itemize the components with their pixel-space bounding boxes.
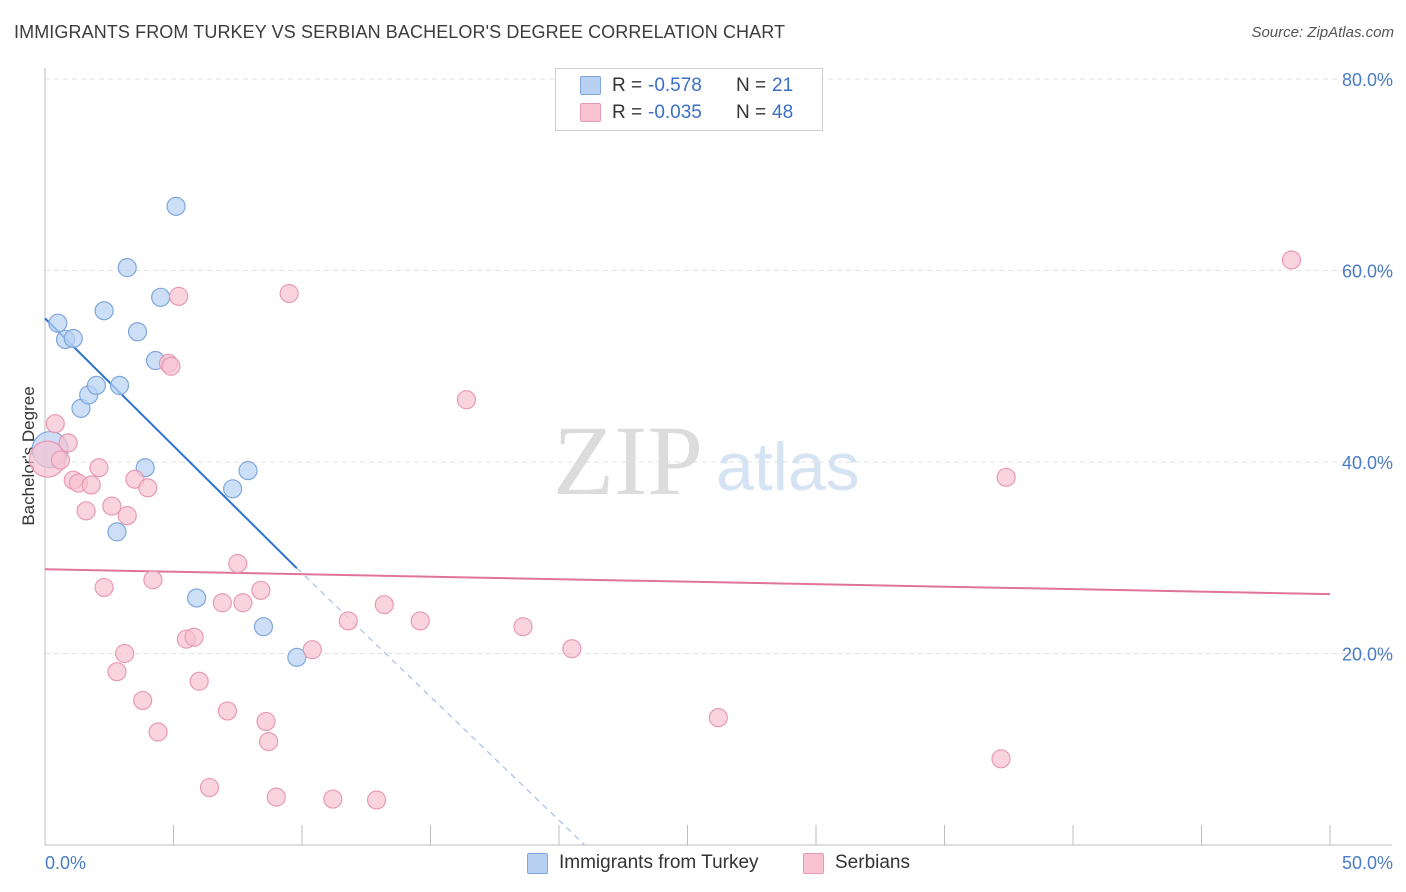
correlation-legend: R = -0.578 N = 21 R = -0.035 N = 48 bbox=[555, 68, 823, 131]
turkey-point bbox=[287, 647, 307, 667]
turkey-point bbox=[86, 375, 107, 395]
turkey-point bbox=[253, 617, 274, 637]
serbian-point bbox=[169, 286, 189, 306]
trend-lines bbox=[44, 317, 1331, 846]
serbian-point bbox=[117, 506, 137, 526]
serbian-point bbox=[279, 283, 299, 304]
turkey-point bbox=[151, 287, 171, 307]
r-value: -0.578 bbox=[648, 75, 702, 96]
serbian-point bbox=[1281, 250, 1302, 270]
serbian-point bbox=[266, 787, 286, 807]
serbian-point bbox=[410, 611, 430, 631]
r-label: R = bbox=[612, 75, 643, 96]
n-label: N = bbox=[736, 102, 767, 123]
serbian-point bbox=[513, 617, 533, 637]
serbian-point bbox=[133, 690, 153, 711]
serbian-point bbox=[102, 496, 122, 516]
serbian-point bbox=[338, 611, 358, 631]
serbian-point bbox=[562, 639, 582, 659]
serbian-point bbox=[374, 595, 394, 615]
serbian-point bbox=[143, 570, 163, 590]
serbian-point bbox=[996, 467, 1016, 487]
turkey-swatch bbox=[580, 76, 601, 95]
n-label: N = bbox=[736, 75, 767, 96]
serbian-point bbox=[256, 711, 276, 732]
turkey-point bbox=[166, 196, 186, 216]
gridlines bbox=[45, 78, 1392, 654]
serbian-swatch bbox=[803, 853, 824, 874]
serbian-point bbox=[148, 722, 168, 742]
serbian-trend-line bbox=[44, 568, 1331, 596]
serbian-point bbox=[456, 390, 477, 410]
watermark-atlas: atlas bbox=[716, 429, 860, 505]
serbian-point bbox=[366, 790, 387, 810]
serbian-point bbox=[217, 701, 238, 721]
serbian-point bbox=[161, 356, 181, 376]
y-tick-label: 80.0% bbox=[1342, 70, 1393, 90]
serbian-point bbox=[115, 643, 135, 664]
x-tick-label: 0.0% bbox=[45, 853, 86, 873]
serbian-swatch bbox=[580, 103, 601, 122]
serbian-point bbox=[107, 662, 127, 682]
watermark: ZIP atlas bbox=[553, 405, 860, 516]
serbian-point bbox=[81, 475, 101, 495]
chart-title: IMMIGRANTS FROM TURKEY VS SERBIAN BACHEL… bbox=[14, 22, 786, 42]
turkey-point bbox=[63, 328, 83, 349]
serbian-point bbox=[323, 789, 343, 809]
y-tick-label: 60.0% bbox=[1342, 262, 1393, 282]
n-value: 48 bbox=[772, 102, 794, 123]
turkey-point bbox=[238, 461, 258, 481]
y-tick-label: 20.0% bbox=[1342, 645, 1393, 665]
turkey-point bbox=[94, 301, 114, 321]
y-axis-title: Bachelor's Degree bbox=[19, 386, 38, 525]
y-tick-label: 40.0% bbox=[1342, 453, 1393, 473]
turkey-point bbox=[109, 375, 130, 395]
serbian-point bbox=[76, 501, 96, 521]
watermark-zip: ZIP bbox=[553, 405, 703, 516]
serbian-point bbox=[708, 708, 728, 728]
data-points bbox=[28, 196, 1302, 810]
r-value: -0.035 bbox=[648, 102, 702, 123]
serbian-point bbox=[302, 640, 322, 660]
turkey-point bbox=[117, 258, 137, 278]
source-credit: Source: ZipAtlas.com bbox=[1251, 24, 1394, 41]
legend-label-turkey: Immigrants from Turkey bbox=[559, 852, 759, 873]
serbian-point bbox=[233, 593, 253, 613]
turkey-point bbox=[107, 522, 127, 542]
serbian-point bbox=[991, 749, 1011, 769]
serbian-point bbox=[58, 433, 78, 453]
serbian-point bbox=[45, 414, 65, 434]
turkey-point bbox=[48, 313, 68, 333]
serbian-point bbox=[228, 553, 248, 574]
turkey-trend-line bbox=[44, 317, 298, 569]
serbian-point bbox=[50, 450, 71, 470]
r-label: R = bbox=[612, 102, 643, 123]
serbian-point bbox=[199, 777, 220, 798]
serbian-point bbox=[212, 593, 232, 613]
serbian-point bbox=[258, 731, 279, 752]
legend-label-serbians: Serbians bbox=[835, 852, 910, 873]
serbian-point bbox=[189, 671, 209, 691]
serbian-point bbox=[138, 478, 158, 498]
serbian-point bbox=[184, 627, 204, 647]
turkey-point bbox=[187, 588, 207, 608]
turkey-point bbox=[127, 322, 148, 342]
serbian-point bbox=[94, 577, 114, 598]
n-value: 21 bbox=[772, 75, 794, 96]
turkey-point bbox=[223, 479, 243, 499]
x-tick-label: 50.0% bbox=[1342, 853, 1393, 873]
turkey-swatch bbox=[527, 853, 548, 874]
tick-labels: 20.0% 40.0% 60.0% 80.0% 0.0% 50.0% bbox=[45, 70, 1393, 873]
serbian-point bbox=[89, 458, 109, 478]
serbian-point bbox=[251, 580, 271, 600]
